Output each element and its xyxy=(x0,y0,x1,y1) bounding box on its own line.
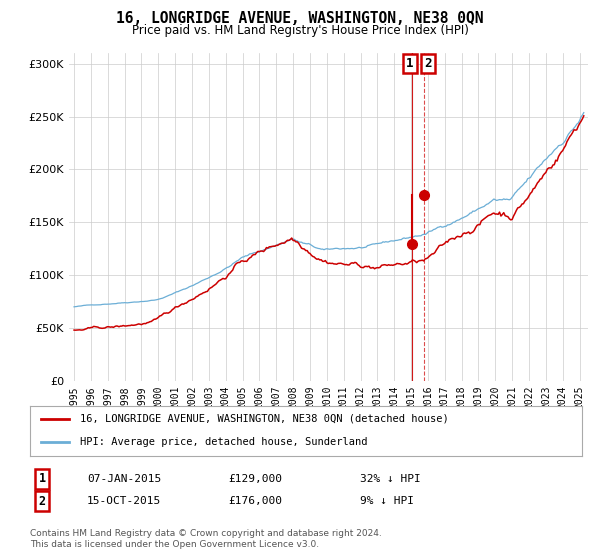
Text: 9% ↓ HPI: 9% ↓ HPI xyxy=(360,496,414,506)
Text: 15-OCT-2015: 15-OCT-2015 xyxy=(87,496,161,506)
Text: £129,000: £129,000 xyxy=(228,474,282,484)
Text: Contains HM Land Registry data © Crown copyright and database right 2024.
This d: Contains HM Land Registry data © Crown c… xyxy=(30,529,382,549)
Text: 07-JAN-2015: 07-JAN-2015 xyxy=(87,474,161,484)
Text: 16, LONGRIDGE AVENUE, WASHINGTON, NE38 0QN: 16, LONGRIDGE AVENUE, WASHINGTON, NE38 0… xyxy=(116,11,484,26)
Text: 16, LONGRIDGE AVENUE, WASHINGTON, NE38 0QN (detached house): 16, LONGRIDGE AVENUE, WASHINGTON, NE38 0… xyxy=(80,414,448,423)
Text: HPI: Average price, detached house, Sunderland: HPI: Average price, detached house, Sund… xyxy=(80,437,367,447)
Text: 1: 1 xyxy=(406,57,413,70)
Text: Price paid vs. HM Land Registry's House Price Index (HPI): Price paid vs. HM Land Registry's House … xyxy=(131,24,469,36)
Text: 2: 2 xyxy=(424,57,431,70)
Text: £176,000: £176,000 xyxy=(228,496,282,506)
Text: 2: 2 xyxy=(38,494,46,508)
Text: 32% ↓ HPI: 32% ↓ HPI xyxy=(360,474,421,484)
Text: 1: 1 xyxy=(38,472,46,486)
